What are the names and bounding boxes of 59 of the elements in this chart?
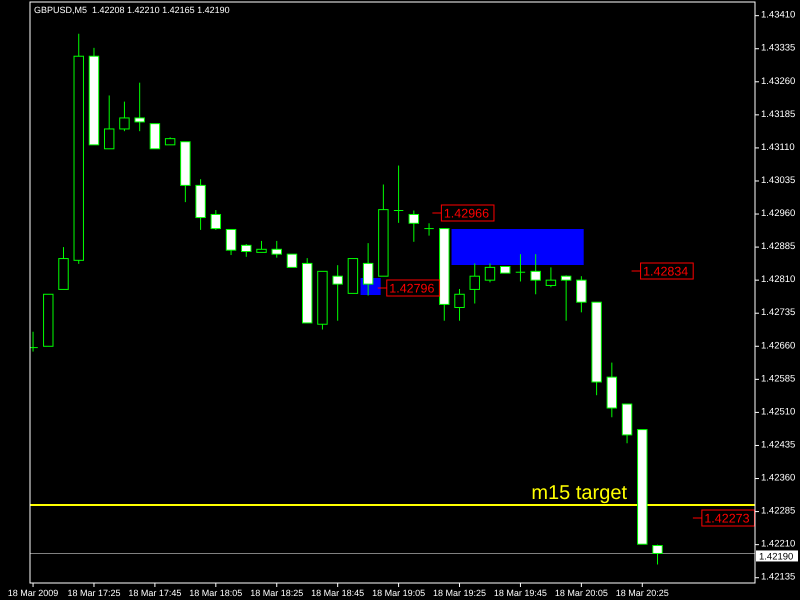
- chart-title: GBPUSD,M5 1.42208 1.42210 1.42165 1.42190: [34, 5, 230, 15]
- annotation: 1.42966: [444, 206, 490, 220]
- candlestick: [256, 240, 267, 253]
- y-tick-label: 1.42285: [761, 506, 796, 517]
- x-tick-label: 18 Mar 17:25: [67, 588, 120, 598]
- ref-line-label: m15 target: [531, 482, 628, 504]
- x-tick-label: 18 Mar 19:45: [494, 588, 547, 598]
- y-tick-label: 1.43035: [761, 174, 796, 186]
- candlestick: [576, 276, 587, 313]
- x-tick-label: 18 Mar 17:45: [128, 588, 182, 598]
- y-tick-label: 1.42510: [761, 406, 796, 418]
- x-tick-label: 18 Mar 18:25: [250, 588, 304, 598]
- y-tick-label: 1.43260: [761, 76, 796, 87]
- x-tick-label: 18 Mar 20:25: [616, 588, 669, 598]
- x-tick-label: 18 Mar 20:05: [554, 588, 608, 598]
- ref-line-label: 1.42190: [759, 551, 794, 562]
- annotation: 1.42273: [704, 512, 750, 526]
- candlestick: [560, 274, 572, 322]
- y-tick-label: 1.43335: [761, 42, 796, 54]
- annotation: 1.42834: [643, 264, 688, 278]
- x-tick-label: 18 Mar 2009: [8, 588, 58, 598]
- candlestick: [393, 165, 404, 224]
- candlestick: [652, 544, 663, 565]
- candlestick: [424, 222, 434, 236]
- x-tick-label: 18 Mar 19:25: [432, 588, 486, 598]
- candlestick: [515, 254, 526, 282]
- candlestick: [332, 264, 343, 322]
- candlestick: [484, 262, 496, 283]
- annotation: 1.42796: [389, 282, 435, 296]
- y-tick-label: 1.43185: [761, 108, 796, 120]
- candlestick: [210, 210, 222, 230]
- y-tick-label: 1.42210: [761, 538, 796, 550]
- candlestick: [362, 242, 374, 296]
- candlestick: [530, 254, 541, 295]
- y-tick-label: 1.42585: [761, 373, 796, 384]
- x-tick-label: 18 Mar 18:05: [189, 588, 242, 598]
- candlestick: [272, 240, 282, 258]
- x-tick-label: 18 Mar 18:45: [311, 588, 364, 598]
- candlestick: [454, 288, 465, 322]
- y-tick-label: 1.42885: [761, 241, 796, 252]
- candlestick: [408, 210, 420, 242]
- y-tick-label: 1.42960: [761, 208, 796, 220]
- candlestick: [470, 262, 480, 304]
- y-tick-label: 1.43410: [761, 10, 796, 21]
- candlestick: [134, 82, 145, 132]
- y-tick-label: 1.42435: [761, 439, 796, 450]
- y-tick-label: 1.42360: [761, 472, 796, 484]
- candlestick: [241, 244, 252, 258]
- candlestick: [104, 94, 114, 150]
- y-tick-label: 1.42135: [761, 572, 796, 583]
- y-tick-label: 1.42735: [761, 307, 796, 318]
- candlestick: [119, 101, 130, 132]
- candlestick: [546, 266, 556, 288]
- y-tick-label: 1.43110: [761, 142, 795, 153]
- y-tick-label: 1.42810: [761, 274, 796, 286]
- candlestick: [226, 228, 236, 256]
- x-tick-label: 18 Mar 19:05: [372, 588, 426, 598]
- y-tick-label: 1.42660: [761, 340, 796, 352]
- candlestick: [286, 254, 298, 268]
